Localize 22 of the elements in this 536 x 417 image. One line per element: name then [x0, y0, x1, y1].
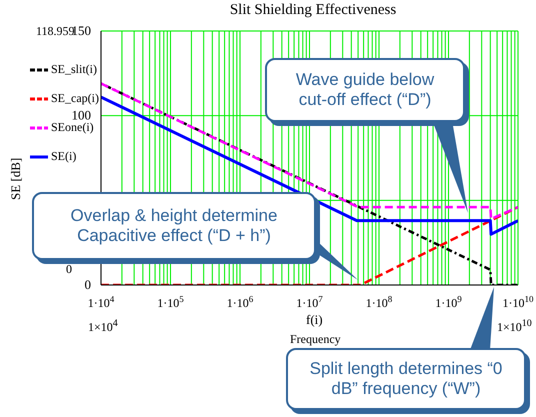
chart-title: Slit Shielding Effectiveness	[228, 2, 398, 19]
text: Frequency	[290, 332, 341, 346]
x-axis-title: f(i)	[306, 312, 323, 328]
y-tick-label: 100	[72, 108, 91, 123]
x-tick-label: 1·10$^{8}$	[366, 294, 393, 310]
y-axis-title: SE [dB]	[8, 156, 24, 200]
text: 1×10$^{10}$	[497, 318, 532, 334]
speech-bubble: Wave guide below cut-off effect (“D”)	[265, 58, 469, 213]
legend-label: SE_cap(i)	[51, 91, 99, 106]
y-tick-label: 0	[84, 277, 91, 292]
annotation: Overlap & height determine Capacitive effect (“D + h”)	[32, 192, 316, 260]
legend-label: SE_slit(i)	[51, 62, 98, 77]
annotation: Wave guide below cut-off effect (“D”)	[265, 58, 465, 122]
x-tick-label: 1·10$^{4}$	[88, 294, 115, 310]
text: 1×10$^{4}$	[88, 318, 118, 334]
legend-label: SEone(i)	[51, 120, 94, 135]
x-tick-label: 1·10$^{6}$	[226, 294, 254, 310]
x-tick-label: 1·10$^{10}$	[502, 294, 534, 310]
legend-label: SE(i)	[51, 149, 76, 164]
x-tick-label: 1·10$^{5}$	[157, 294, 184, 310]
x-tick-label: 1·10$^{9}$	[435, 294, 462, 310]
x-tick-label: 1·10$^{7}$	[296, 294, 324, 310]
